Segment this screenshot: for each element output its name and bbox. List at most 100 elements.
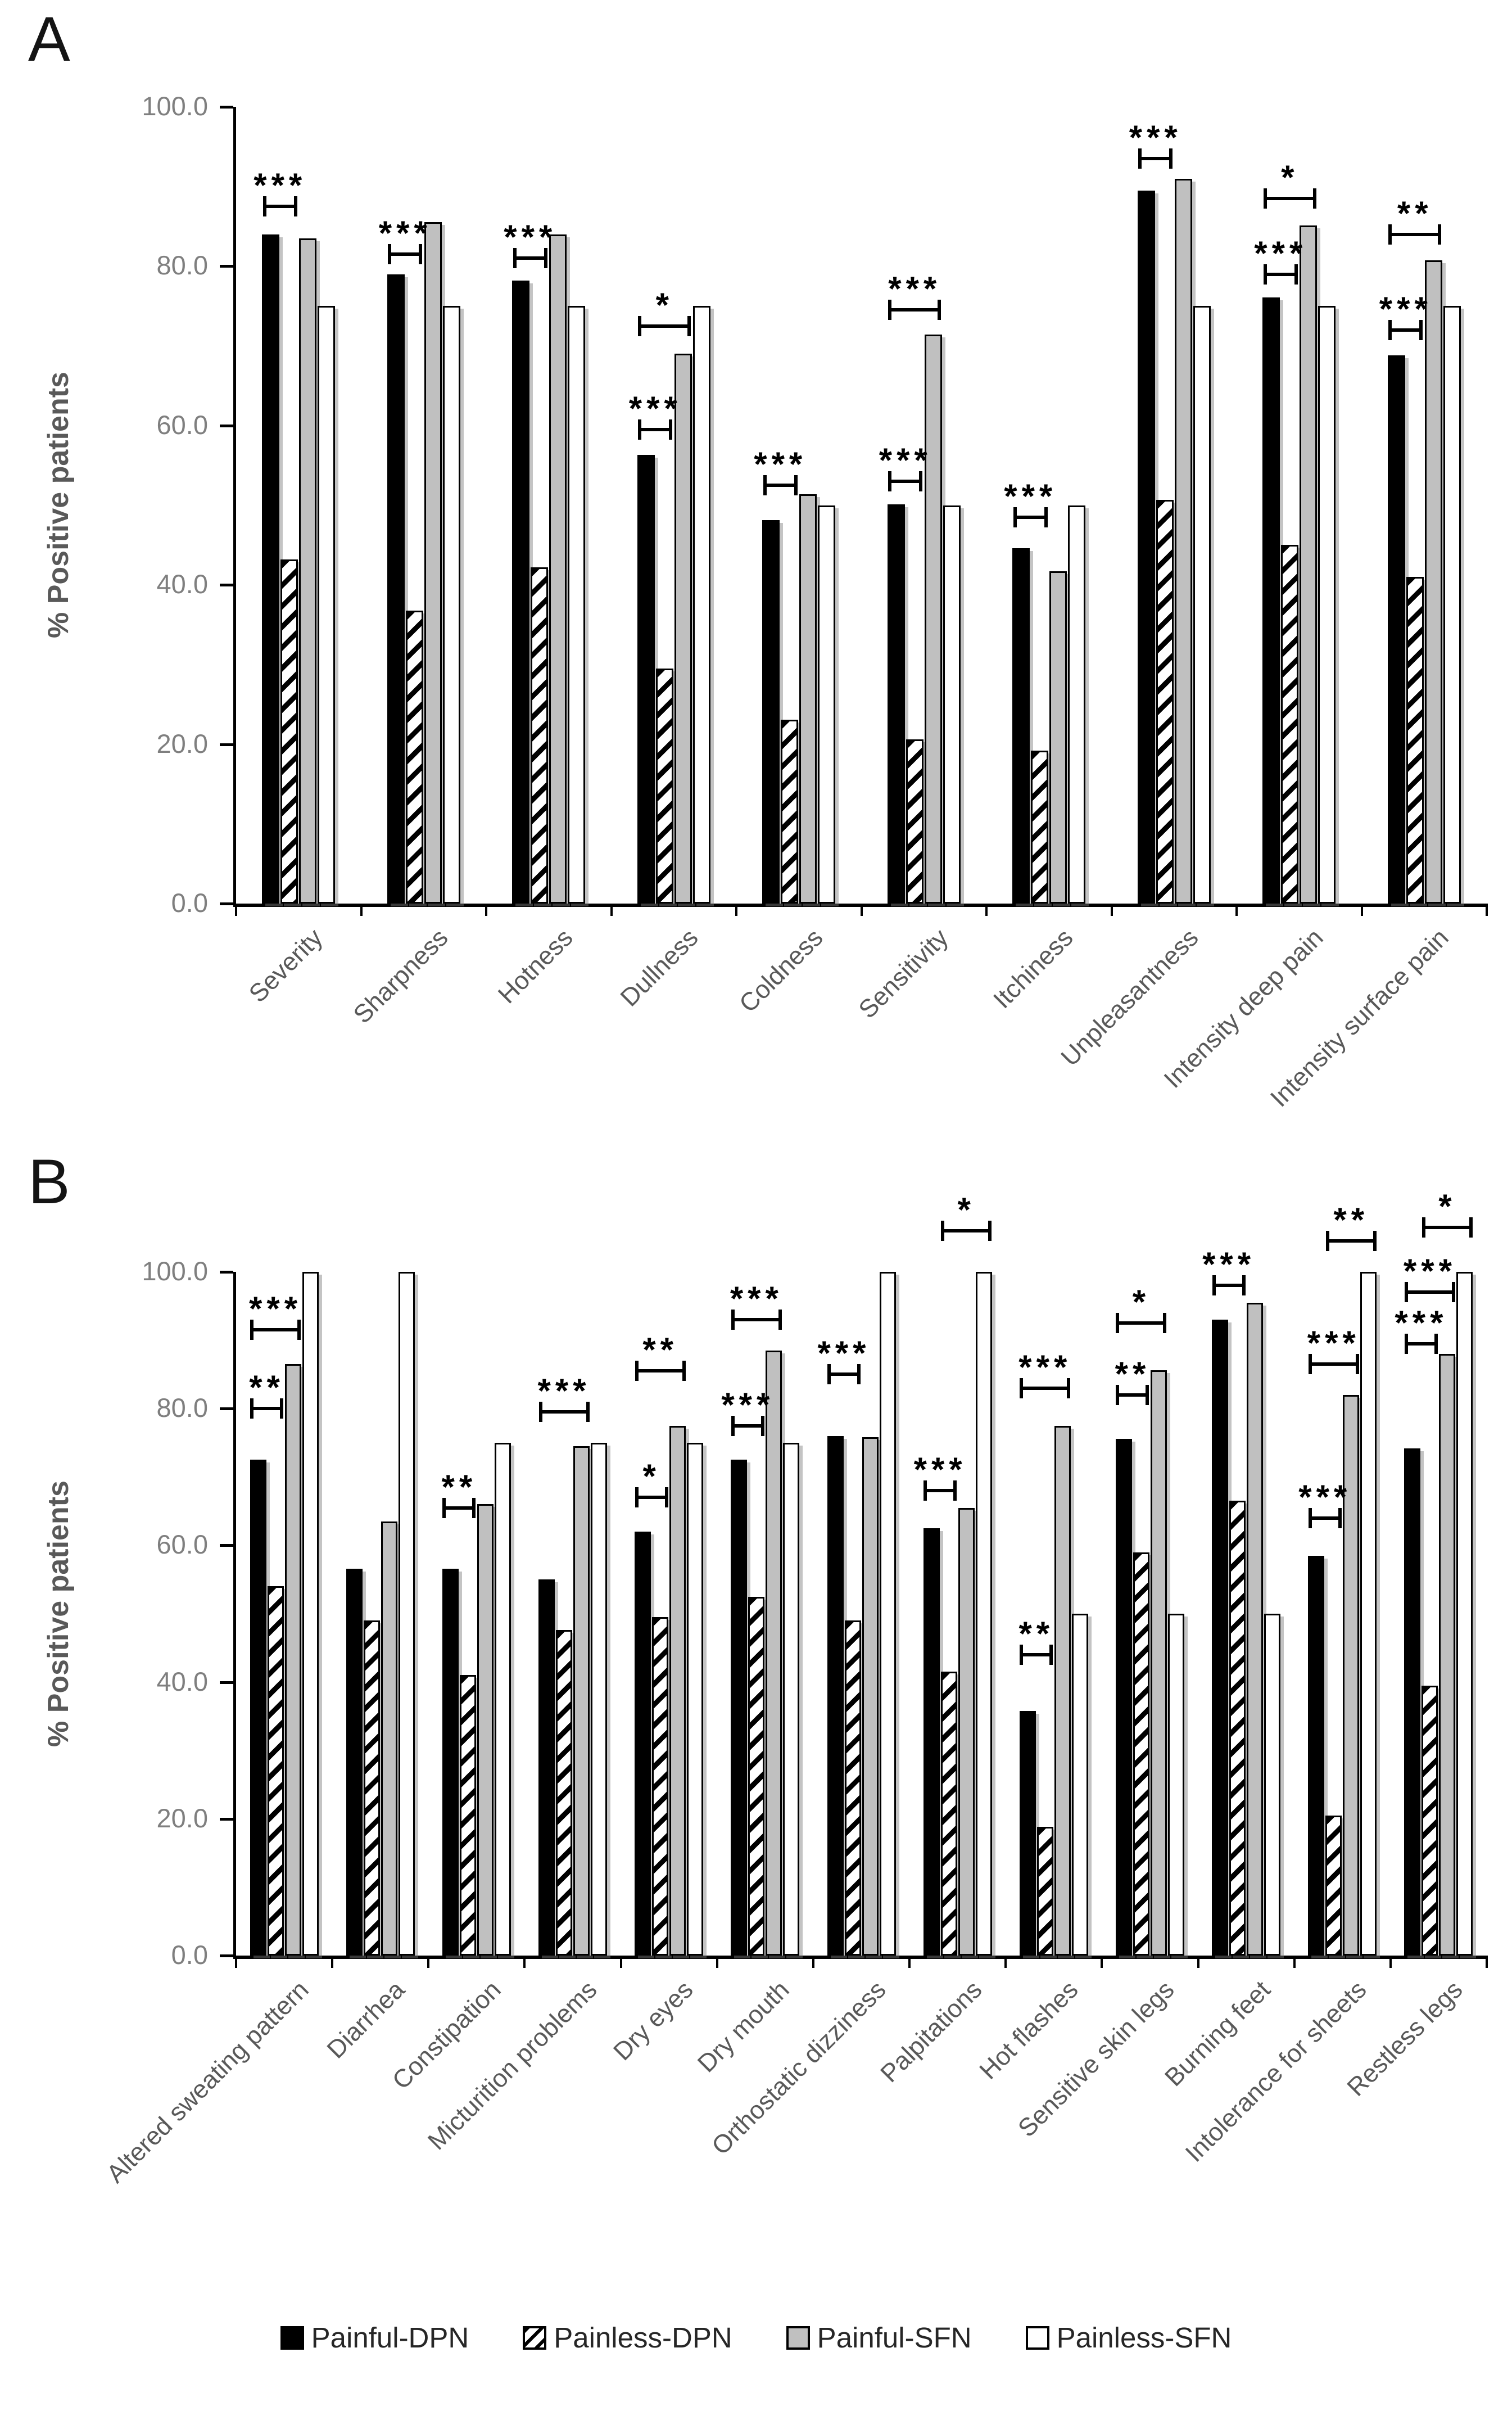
bracket-end-cap [1212,1275,1216,1296]
x-tick-mark [1486,1956,1488,1968]
y-tick-mark [220,265,233,268]
bar-painful-sfn [799,494,817,904]
bracket-end-cap [1138,148,1142,169]
bar-painful-sfn [1150,1370,1167,1956]
bar-painful-sfn [1174,178,1192,904]
panel-b-letter: B [28,1146,70,1217]
y-tick-label: 60.0 [156,409,208,440]
bar-painful-dpn [1212,1320,1229,1956]
bar-painful-sfn [1049,571,1067,904]
bar-painful-dpn [1404,1448,1421,1956]
bar-painless-sfn [398,1272,415,1956]
bar-painful-dpn [346,1568,363,1956]
bracket-end-cap [1404,1333,1408,1354]
bracket-end-cap [280,1398,284,1419]
bracket-end-cap [538,1402,542,1423]
bracket-line [513,256,547,260]
bracket-end-cap [731,1415,735,1436]
legend-swatch-black-icon [280,2326,304,2350]
bar-painless-dpn [267,1586,284,1956]
x-tick-mark [1197,1956,1199,1968]
bracket-line [1138,157,1173,161]
bracket-end-cap [1263,264,1267,285]
bar-painful-dpn [442,1568,459,1956]
bar-painful-dpn [1012,548,1030,904]
bar-painless-dpn [781,719,799,904]
y-tick-mark [220,1681,233,1684]
bracket-end-cap [924,1480,927,1501]
y-tick-label: 20.0 [156,728,208,758]
bracket-end-cap [1163,1313,1167,1334]
bracket-end-cap [638,315,642,336]
bracket-end-cap [888,300,892,320]
bar-painless-sfn [1193,306,1211,904]
significance-stars: *** [253,166,307,205]
y-tick-label: 60.0 [156,1529,208,1560]
y-tick-mark [220,1407,233,1411]
bracket-end-cap [293,196,297,217]
bar-painful-sfn [674,354,692,904]
significance-stars: * [1281,158,1299,196]
bar-painless-dpn [1325,1815,1342,1956]
significance-stars: *** [1395,1303,1448,1342]
bracket-end-cap [664,1487,668,1508]
y-tick-label: 40.0 [156,569,208,599]
significance-stars: *** [730,1280,783,1318]
panel-b: B % Positive patients 0.0 20.0 40.0 60.0 80.… [0,1147,1512,2321]
bracket-line [1116,1321,1167,1325]
bracket-line [763,484,798,487]
bracket-end-cap [1263,188,1267,209]
bracket-end-cap [794,475,798,496]
significance-stars: * [1132,1283,1151,1321]
bar-painful-dpn [1387,355,1405,904]
bracket-end-cap [938,300,941,320]
bracket-line [1308,1362,1359,1366]
y-tick-mark [220,743,233,746]
bar-painless-sfn [591,1443,608,1956]
bracket-line [731,1318,782,1322]
bar-painful-sfn [766,1350,782,1956]
y-tick-mark [220,902,233,905]
bar-painless-sfn [1318,306,1336,904]
bracket-end-cap [1146,1384,1149,1405]
bar-painless-sfn [687,1443,704,1956]
bracket-line [1422,1225,1473,1229]
bar-painless-sfn [1068,505,1086,904]
legend-item-painless-sfn: Painless-SFN [1025,2321,1232,2354]
y-tick-label: 0.0 [171,888,208,918]
x-tick-mark [523,1956,526,1968]
x-tick-mark [485,904,487,916]
y-tick-label: 40.0 [156,1666,208,1696]
bracket-end-cap [1404,1282,1408,1303]
bar-painful-dpn [731,1460,748,1956]
y-tick-mark [220,1954,233,1957]
bracket-end-cap [919,471,923,491]
legend-swatch-hatch-icon [523,2326,547,2350]
x-tick-mark [1486,904,1488,916]
x-tick-mark [1389,1956,1392,1968]
x-tick-mark [235,904,237,916]
bracket-end-cap [1419,319,1423,340]
bar-painful-sfn [1439,1353,1456,1956]
bracket-end-cap [638,419,642,440]
bracket-end-cap [297,1320,301,1340]
bar-painful-sfn [299,238,317,904]
bar-painful-dpn [827,1435,844,1956]
bar-painful-dpn [512,280,530,904]
bracket-line [888,308,941,312]
bracket-line [731,1424,764,1428]
panel-b-y-axis-title: % Positive patients [42,1480,75,1747]
bar-painless-sfn [943,505,961,904]
bracket-end-cap [763,475,767,496]
significance-stars: *** [1403,1252,1456,1290]
bracket-line [262,205,297,209]
bracket-end-cap [1013,507,1017,527]
legend-item-painful-sfn: Painful-SFN [786,2321,972,2354]
bracket-end-cap [1338,1507,1342,1528]
bar-painless-sfn [1167,1614,1184,1956]
x-tick-mark [1235,904,1238,916]
bar-painful-sfn [1247,1302,1264,1956]
y-tick-label: 0.0 [171,1940,208,1970]
bar-painless-sfn [692,306,710,904]
significance-stars: *** [249,1290,302,1328]
